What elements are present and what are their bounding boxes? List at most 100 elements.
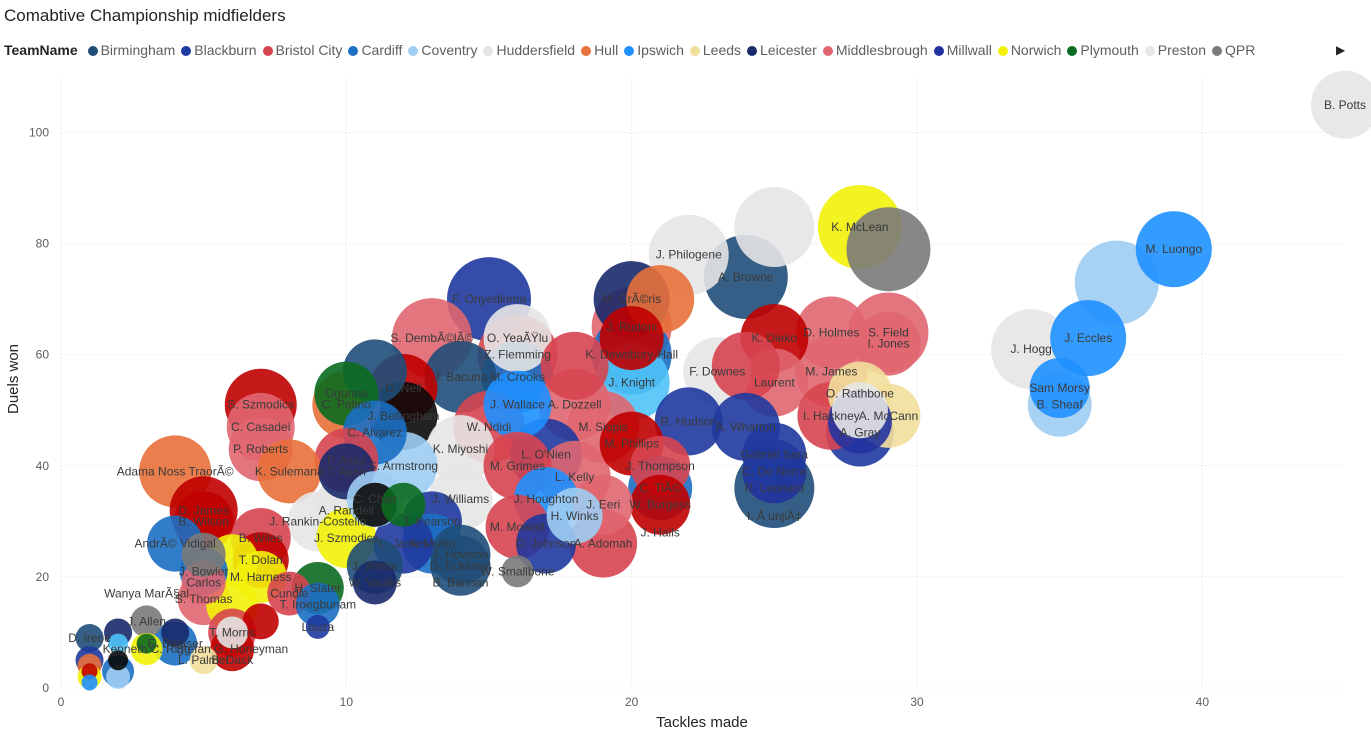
point-label: J. Allen — [127, 614, 166, 628]
bubble-k-sulemana[interactable] — [257, 439, 322, 504]
point-label: T. Morris — [209, 625, 255, 639]
bubble-i-jones[interactable] — [856, 311, 921, 376]
bubble-d-eckleton[interactable] — [430, 535, 491, 596]
legend-title: TeamName — [4, 42, 78, 58]
legend-dot — [483, 46, 494, 56]
bubble[interactable] — [108, 633, 129, 654]
bubble[interactable] — [81, 674, 98, 691]
legend-item-bristol-city[interactable]: Bristol City — [262, 42, 342, 58]
legend-label: Hull — [594, 42, 619, 58]
bubble-b-potts[interactable] — [1311, 70, 1371, 139]
bubble[interactable] — [846, 207, 931, 292]
point-label: D. Ireoe — [68, 631, 111, 645]
bubble[interactable] — [81, 663, 98, 680]
point-label: M. Crooks — [490, 370, 545, 384]
legend-item-leicester[interactable]: Leicester — [747, 42, 817, 58]
bubble-sam-morsy[interactable] — [1029, 358, 1090, 419]
legend-next-icon[interactable]: ▶ — [1336, 43, 1346, 57]
point-label: W. Burgess — [630, 498, 691, 512]
legend-item-hull[interactable]: Hull — [581, 42, 618, 58]
bubble[interactable] — [540, 331, 609, 400]
legend-item-ipswich[interactable]: Ipswich — [624, 42, 684, 58]
legend-dot — [822, 46, 833, 56]
bubble-t-iroegbunam[interactable] — [295, 582, 340, 627]
bubble-l-palmer[interactable] — [189, 646, 218, 675]
legend-label: Ipswich — [637, 42, 684, 58]
bubble-o-yea-lu[interactable] — [483, 304, 552, 373]
legend-item-coventry[interactable]: Coventry — [408, 42, 477, 58]
legend-item-blackburn[interactable]: Blackburn — [181, 42, 257, 58]
bubble-w-burgess[interactable] — [630, 474, 691, 535]
point-label: Gabriel Sara — [741, 448, 809, 462]
legend-dot — [997, 46, 1008, 56]
legend-item-middlesbrough[interactable]: Middlesbrough — [822, 42, 928, 58]
bubble-j-eccles[interactable] — [1050, 300, 1127, 377]
point-label: S. DembÃ©lÃ© — [390, 331, 473, 345]
legend-item-preston[interactable]: Preston — [1144, 42, 1206, 58]
bubble-louza[interactable] — [305, 614, 330, 639]
bubble-d-ireoe[interactable] — [75, 624, 104, 653]
bubble-m-luongo[interactable] — [1135, 211, 1212, 288]
bubble[interactable] — [161, 618, 190, 647]
point-label: L. Palmer — [178, 653, 229, 667]
legend-item-qpr[interactable]: QPR — [1212, 42, 1255, 58]
bubble[interactable] — [136, 633, 157, 654]
point-label: B. Potts — [1324, 98, 1366, 112]
point-label: AndrÃ© Vidigal — [134, 537, 215, 551]
legend-item-norwich[interactable]: Norwich — [997, 42, 1062, 58]
point-label: J. Wintle — [352, 559, 398, 573]
bubble-h-winks[interactable] — [546, 487, 603, 544]
legend-dot — [581, 46, 592, 56]
point-label: W. Smallbone — [481, 564, 555, 578]
legend-label: Leeds — [702, 42, 742, 58]
y-tick-label: 20 — [36, 570, 50, 584]
bubble-gabriel-sara[interactable] — [742, 422, 807, 487]
legend-label: Middlesbrough — [835, 42, 928, 58]
point-label: A. McCann — [859, 409, 918, 423]
point-label: A. Browne — [718, 270, 774, 284]
point-label: J. Szmodics — [314, 531, 379, 545]
legend-item-huddersfield[interactable]: Huddersfield — [483, 42, 575, 58]
point-label: J. Williams — [432, 492, 489, 506]
bubble-w-smallbone[interactable] — [501, 555, 534, 588]
bubble-j-wallace[interactable] — [483, 370, 552, 439]
point-label: J. Thompson — [626, 459, 695, 473]
point-label: A. Mullin — [409, 537, 455, 551]
point-label: J. Houghton — [514, 492, 579, 506]
legend-item-birmingham[interactable]: Birmingham — [87, 42, 175, 58]
bubble[interactable] — [216, 616, 249, 649]
bubble[interactable] — [108, 650, 129, 671]
point-label: J. Eccles — [1064, 331, 1112, 345]
point-label: J. Eeri — [586, 498, 620, 512]
bubble-k-miyoshi[interactable] — [426, 415, 495, 484]
point-label: J. Hails — [641, 525, 680, 539]
bubble[interactable] — [181, 532, 226, 577]
legend-item-plymouth[interactable]: Plymouth — [1067, 42, 1139, 58]
point-label: O. YeaÃŸlu — [487, 331, 548, 345]
legend-item-millwall[interactable]: Millwall — [933, 42, 992, 58]
bubble[interactable] — [831, 382, 888, 439]
legend-item-leeds[interactable]: Leeds — [689, 42, 742, 58]
point-label: Louza — [301, 620, 334, 634]
bubble[interactable] — [711, 331, 780, 400]
bubble[interactable] — [599, 306, 664, 371]
bubble[interactable] — [734, 186, 815, 267]
point-label: J. Hogg — [1010, 342, 1051, 356]
bubble[interactable] — [106, 664, 131, 689]
legend-label: Plymouth — [1080, 42, 1139, 58]
y-tick-label: 0 — [42, 681, 49, 695]
legend-dot — [181, 46, 192, 56]
legend-item-cardiff[interactable]: Cardiff — [348, 42, 402, 58]
bubble-j-allen[interactable] — [130, 605, 163, 638]
point-label: Stefan G. Honeyman — [176, 642, 288, 656]
point-label: A. Gray — [840, 425, 881, 439]
bubble[interactable] — [242, 603, 279, 640]
point-label: C. Chair — [353, 492, 397, 506]
bubble-w-vaulks[interactable] — [352, 560, 397, 605]
bubble[interactable] — [381, 482, 426, 527]
point-label: M. Siopis — [578, 420, 627, 434]
point-label: F. Onyedinma — [452, 292, 526, 306]
legend-label: Norwich — [1010, 42, 1062, 58]
point-label: J. Wallace — [490, 398, 545, 412]
point-label: B. Dack — [211, 653, 254, 667]
